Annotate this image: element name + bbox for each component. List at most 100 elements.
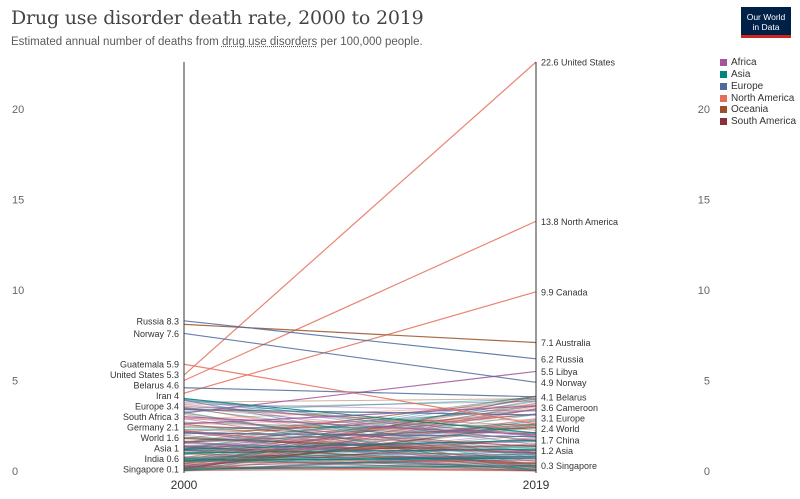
y-tick-right-15: 15	[698, 195, 710, 207]
y-tick-right-0: 0	[704, 466, 710, 478]
series-line-norway	[183, 332, 537, 383]
left-label-singapore: Singapore 0.1	[123, 465, 179, 475]
background-line	[183, 418, 537, 469]
series-line-russia	[183, 320, 537, 360]
legend-swatch	[720, 71, 727, 79]
background-line	[183, 466, 537, 472]
background-line	[183, 445, 537, 465]
background-line	[183, 413, 537, 452]
right-label-russia: 6.2 Russia	[541, 354, 584, 364]
x-label-2000: 2000	[171, 478, 198, 492]
background-line	[183, 452, 537, 465]
y-tick-left-15: 15	[12, 195, 24, 207]
background-line	[183, 414, 537, 444]
background-line	[183, 395, 537, 443]
series-line-guatemala	[183, 363, 537, 425]
background-line	[183, 426, 537, 469]
left-label-europe: Europe 3.4	[135, 402, 179, 412]
series-line-cameroon	[183, 405, 537, 425]
background-line	[183, 423, 537, 465]
background-line	[183, 465, 537, 471]
right-label-australia: 7.1 Australia	[541, 338, 591, 348]
left-label-russia: Russia 8.3	[136, 316, 179, 326]
background-line	[183, 430, 537, 468]
right-label-singapore: 0.3 Singapore	[541, 461, 597, 471]
background-line	[183, 466, 537, 472]
y-tick-left-5: 5	[12, 376, 18, 388]
legend-item-africa[interactable]: Africa	[720, 57, 796, 69]
background-line	[183, 424, 537, 448]
legend-item-south-america[interactable]: South America	[720, 116, 796, 128]
background-line	[183, 423, 537, 451]
background-line	[183, 466, 537, 472]
background-line	[183, 408, 537, 464]
background-line	[183, 453, 537, 472]
right-label-cameroon: 3.6 Cameroon	[541, 403, 598, 413]
series-line-asia	[183, 448, 537, 454]
legend-label: Oceania	[731, 104, 769, 116]
background-line	[183, 409, 537, 450]
y-tick-left-20: 20	[12, 104, 24, 116]
background-line	[183, 446, 537, 464]
legend-item-europe[interactable]: Europe	[720, 81, 796, 93]
right-label-north-america: 13.8 North America	[541, 217, 618, 227]
right-label-asia: 1.2 Asia	[541, 446, 573, 456]
right-label-europe: 3.1 Europe	[541, 413, 585, 423]
background-line	[183, 426, 537, 429]
background-line	[183, 414, 537, 465]
right-label-world: 2.4 World	[541, 424, 579, 434]
logo-line-1: Our World	[746, 12, 786, 22]
background-line	[183, 398, 537, 403]
right-label-canada: 9.9 Canada	[541, 287, 588, 297]
legend-label: North America	[731, 92, 795, 104]
background-line	[183, 431, 537, 468]
background-line	[183, 441, 537, 453]
background-line	[183, 407, 537, 453]
background-line	[183, 408, 537, 427]
left-label-germany: Germany 2.1	[127, 423, 179, 433]
chart-legend: Africa Asia Europe North America Oceania Sout…	[720, 57, 796, 128]
legend-swatch	[720, 94, 727, 102]
series-line-south-africa	[183, 416, 537, 436]
background-line	[183, 402, 537, 459]
background-line	[183, 469, 537, 472]
background-line	[183, 399, 537, 446]
left-label-south-africa: South Africa 3	[123, 412, 179, 422]
owid-logo[interactable]: Our World in Data	[741, 7, 791, 38]
background-line	[183, 405, 537, 444]
background-line	[183, 453, 537, 472]
legend-swatch	[720, 82, 727, 90]
legend-item-asia[interactable]: Asia	[720, 69, 796, 81]
x-label-2019: 2019	[523, 478, 550, 492]
series-line-germany	[183, 432, 537, 438]
background-line	[183, 447, 537, 453]
right-label-norway: 4.9 Norway	[541, 378, 587, 388]
background-line	[183, 419, 537, 462]
background-line	[183, 427, 537, 447]
y-tick-left-0: 0	[12, 466, 18, 478]
left-label-india: India 0.6	[144, 454, 179, 464]
background-line	[183, 436, 537, 472]
background-line	[183, 463, 537, 469]
background-line	[183, 429, 537, 468]
background-line	[183, 451, 537, 458]
legend-item-oceania[interactable]: Oceania	[720, 104, 796, 116]
background-line	[183, 398, 537, 439]
subtitle-unit: per 100,000 people.	[317, 36, 423, 48]
background-line	[183, 462, 537, 470]
background-line	[183, 398, 537, 450]
background-line	[183, 400, 537, 409]
background-line	[183, 419, 537, 424]
background-line	[183, 400, 537, 456]
drug-use-disorders-link[interactable]: drug use disorders	[221, 36, 318, 48]
background-line	[183, 397, 537, 442]
background-line	[183, 434, 537, 470]
background-line	[183, 403, 537, 412]
background-line	[183, 452, 537, 471]
legend-item-north-america[interactable]: North America	[720, 92, 796, 104]
y-tick-left-10: 10	[12, 285, 24, 297]
background-line	[183, 405, 537, 461]
y-tick-right-5: 5	[704, 376, 710, 388]
background-line	[183, 438, 537, 462]
